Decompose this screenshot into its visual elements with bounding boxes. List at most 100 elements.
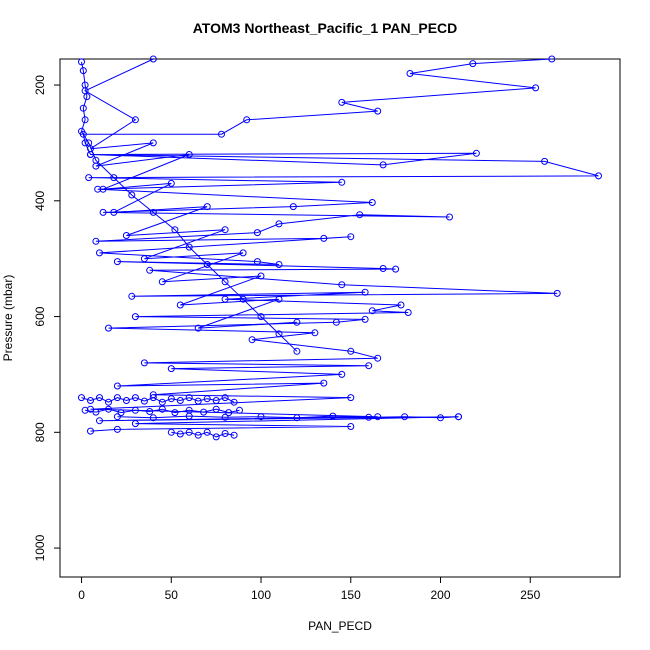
data-point (293, 414, 301, 422)
data-point (221, 226, 229, 234)
data-point (338, 281, 346, 289)
chart-title: ATOM3 Northeast_Pacific_1 PAN_PECD (192, 20, 458, 36)
data-point (122, 232, 130, 239)
data-point (78, 127, 85, 135)
x-tick-label: 200 (430, 588, 450, 602)
data-point (146, 408, 154, 415)
data-point (236, 406, 243, 414)
data-point (200, 408, 208, 416)
data-point (113, 394, 121, 402)
data-point (96, 417, 103, 425)
data-point (81, 116, 89, 124)
data-point (397, 301, 405, 309)
data-point (176, 430, 184, 438)
data-point (455, 413, 462, 421)
data-point (113, 258, 121, 266)
data-point (194, 324, 202, 332)
data-point (149, 394, 157, 402)
series-line (81, 397, 235, 403)
x-axis: 0 50 100 150 200 250 (78, 576, 541, 602)
series-line (85, 408, 240, 414)
series-line (117, 415, 459, 419)
y-axis: 200 400 600 800 1000 (33, 75, 61, 561)
data-point (131, 313, 139, 321)
data-point (140, 397, 148, 405)
data-point (446, 213, 453, 221)
data-point (131, 420, 139, 428)
data-point (275, 295, 283, 303)
data-point (347, 394, 355, 402)
data-point (541, 157, 549, 165)
data-point (78, 394, 85, 402)
data-point (230, 398, 238, 406)
data-point (149, 139, 157, 147)
data-point (548, 55, 556, 63)
data-point (110, 208, 118, 216)
data-point (221, 430, 229, 437)
data-point (167, 395, 175, 403)
y-tick-label: 400 (33, 190, 47, 210)
data-point (225, 409, 233, 417)
y-tick-label: 800 (33, 422, 47, 442)
data-point (99, 185, 107, 193)
data-point (257, 272, 265, 280)
data-point (368, 307, 376, 315)
data-point (117, 409, 125, 417)
data-point (401, 413, 409, 421)
data-point (171, 409, 179, 417)
data-point (167, 179, 175, 187)
data-point (203, 428, 211, 436)
data-point (128, 191, 136, 199)
data-point (149, 414, 157, 422)
data-point (185, 243, 193, 251)
data-point (185, 412, 193, 420)
data-point (404, 309, 412, 316)
data-point (221, 413, 229, 421)
data-point (365, 362, 373, 370)
data-point (79, 104, 87, 112)
data-point (113, 425, 121, 433)
data-point (79, 67, 87, 75)
data-point (105, 405, 112, 413)
data-point (185, 428, 193, 436)
data-point (239, 249, 247, 257)
data-point (356, 211, 364, 219)
data-point (243, 116, 251, 124)
data-point (338, 178, 346, 186)
data-point (176, 301, 184, 309)
series-line (171, 431, 235, 438)
data-point (212, 405, 220, 413)
data-point (361, 288, 369, 296)
data-point (131, 394, 139, 402)
data-point (158, 278, 166, 286)
data-point (203, 395, 211, 403)
x-tick-label: 250 (520, 588, 540, 602)
data-point (311, 329, 319, 337)
series-line (82, 58, 599, 432)
data-point (105, 398, 112, 406)
data-point (257, 313, 265, 321)
data-point (293, 347, 301, 355)
data-point (158, 398, 166, 406)
data-point (99, 208, 107, 216)
data-point (128, 292, 136, 300)
data-point (194, 431, 202, 439)
data-point (338, 370, 346, 378)
data-point (140, 255, 148, 263)
data-point (146, 266, 154, 274)
data-point (361, 315, 369, 323)
data-point (94, 185, 102, 193)
data-point (365, 413, 373, 421)
data-point (275, 220, 283, 228)
data-point (553, 289, 561, 297)
data-point (212, 433, 220, 441)
series-layer (78, 55, 602, 441)
data-point (185, 151, 193, 158)
data-point (239, 295, 247, 303)
data-point (113, 413, 121, 421)
data-point (140, 359, 148, 367)
data-point (248, 336, 256, 344)
series-line (80, 61, 298, 352)
data-point (392, 265, 400, 273)
